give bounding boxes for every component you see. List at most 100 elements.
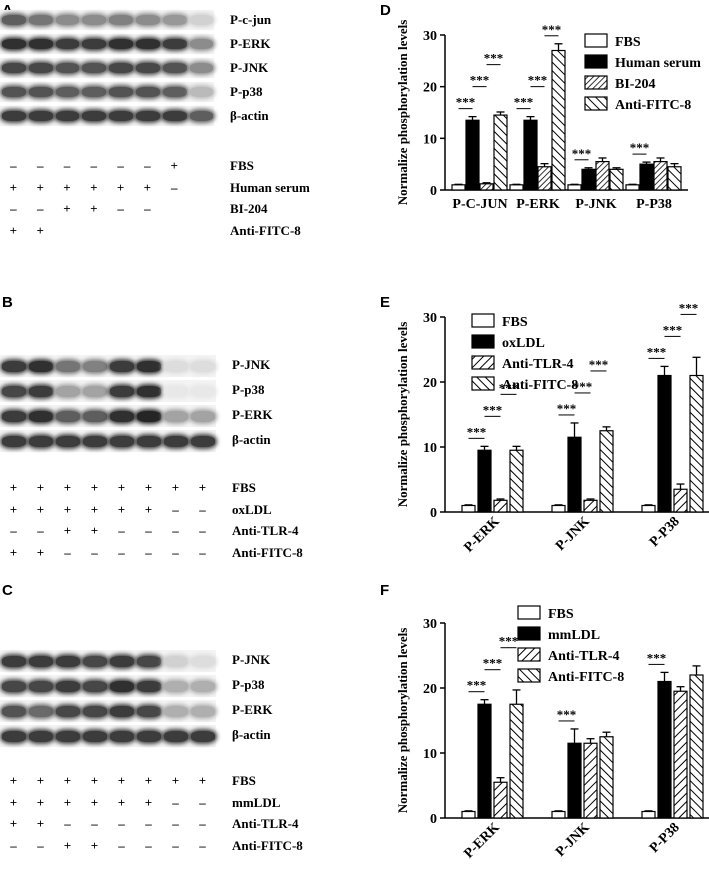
condition-sign: – — [199, 816, 206, 831]
condition-sign: – — [172, 544, 179, 560]
blot-band — [164, 680, 188, 692]
legend-swatch — [584, 33, 608, 48]
condition-sign: + — [90, 837, 99, 853]
blot-band-row — [0, 650, 216, 672]
category-label: P-JNK — [553, 820, 593, 860]
bar — [537, 166, 552, 191]
condition-sign: – — [36, 158, 44, 173]
bar — [667, 166, 682, 191]
blot-band — [162, 39, 187, 49]
blot-band — [56, 730, 80, 742]
condition-sign: – — [37, 837, 44, 853]
condition-sign: – — [64, 816, 71, 831]
blot-band — [29, 385, 53, 397]
blot-band — [136, 87, 160, 97]
blot-band-row — [0, 58, 214, 78]
significance-label: *** — [467, 424, 487, 439]
blot-band-label: β-actin — [232, 727, 271, 742]
y-tick-label: 10 — [423, 747, 437, 762]
condition-label: Anti-FITC-8 — [232, 837, 303, 853]
blot-band — [191, 360, 215, 372]
y-axis-label: Normalize phosphorylation levels — [395, 628, 410, 814]
blot-band — [55, 39, 80, 49]
condition-sign: – — [144, 158, 151, 173]
condition-sign: + — [198, 773, 207, 788]
condition-sign: – — [172, 837, 179, 853]
condition-sign: + — [63, 794, 72, 810]
bar — [523, 119, 538, 191]
condition-sign: – — [145, 816, 152, 831]
blot-band — [56, 410, 80, 422]
blot-band — [83, 680, 107, 692]
panel-letter-f: F — [380, 582, 390, 599]
condition-sign: – — [145, 837, 152, 853]
condition-sign: + — [9, 179, 18, 195]
blot-band-row — [0, 380, 216, 402]
condition-sign: + — [9, 480, 18, 495]
y-tick-label: 10 — [423, 132, 437, 147]
legend-label: Anti-TLR-4 — [502, 357, 574, 372]
significance-label: *** — [573, 379, 593, 394]
significance-label: *** — [663, 322, 683, 337]
blot-band — [28, 87, 53, 97]
blot-band — [191, 730, 215, 742]
condition-label: FBS — [232, 480, 256, 495]
blot-band — [2, 111, 26, 121]
bar — [673, 488, 688, 513]
condition-sign: – — [118, 523, 125, 538]
bar — [509, 184, 524, 191]
condition-sign: + — [36, 794, 45, 810]
bar — [461, 504, 476, 513]
blot-band — [136, 111, 160, 121]
bar — [477, 703, 492, 819]
condition-sign: – — [118, 544, 125, 560]
condition-sign: – — [145, 544, 152, 560]
blot-band — [110, 730, 134, 742]
blot-band-row — [0, 430, 216, 452]
category-label: P-JNK — [575, 197, 616, 212]
blot-band-label: P-ERK — [230, 36, 271, 51]
legend-swatch — [584, 54, 608, 69]
blot-band — [162, 111, 187, 121]
legend-swatch — [471, 313, 495, 328]
blot-band — [164, 435, 188, 447]
bar — [551, 49, 566, 191]
blot-band — [164, 385, 188, 397]
category-label: P-ERK — [461, 514, 502, 555]
blot-band — [137, 385, 161, 397]
blot-band — [137, 655, 161, 667]
bar — [493, 114, 508, 191]
blot-band — [2, 360, 26, 372]
condition-sign: – — [172, 501, 179, 517]
legend-label: FBS — [502, 315, 528, 330]
condition-sign: + — [90, 179, 98, 195]
condition-sign: + — [90, 201, 98, 216]
blot-band-row — [0, 355, 216, 377]
blot-band — [191, 385, 215, 397]
panel-letter-d: D — [380, 2, 391, 19]
significance-label: *** — [499, 634, 519, 649]
blot-band-label: P-JNK — [232, 357, 271, 372]
condition-sign: + — [36, 773, 45, 788]
condition-sign: – — [37, 523, 44, 538]
condition-sign: – — [172, 816, 179, 831]
bar — [509, 449, 524, 513]
condition-label: mmLDL — [232, 794, 281, 810]
bar — [599, 430, 614, 513]
blot-band — [109, 15, 133, 25]
condition-sign: – — [199, 794, 206, 810]
bar — [567, 436, 582, 513]
legend-swatch — [471, 355, 495, 370]
western-blot-a: P-c-jun P-ERK P-JNK P-p38 β-actin – – – – – – + FBS +… — [0, 10, 375, 290]
blot-band — [28, 39, 53, 49]
significance-label: *** — [542, 22, 562, 37]
significance-label: *** — [557, 401, 577, 416]
bar — [551, 504, 566, 513]
condition-sign: – — [172, 523, 179, 538]
condition-sign: + — [36, 501, 45, 517]
significance-label: *** — [630, 140, 650, 155]
blot-band-row — [0, 405, 216, 427]
blot-band — [110, 360, 134, 372]
condition-sign: + — [36, 480, 45, 495]
condition-sign: + — [171, 480, 180, 495]
